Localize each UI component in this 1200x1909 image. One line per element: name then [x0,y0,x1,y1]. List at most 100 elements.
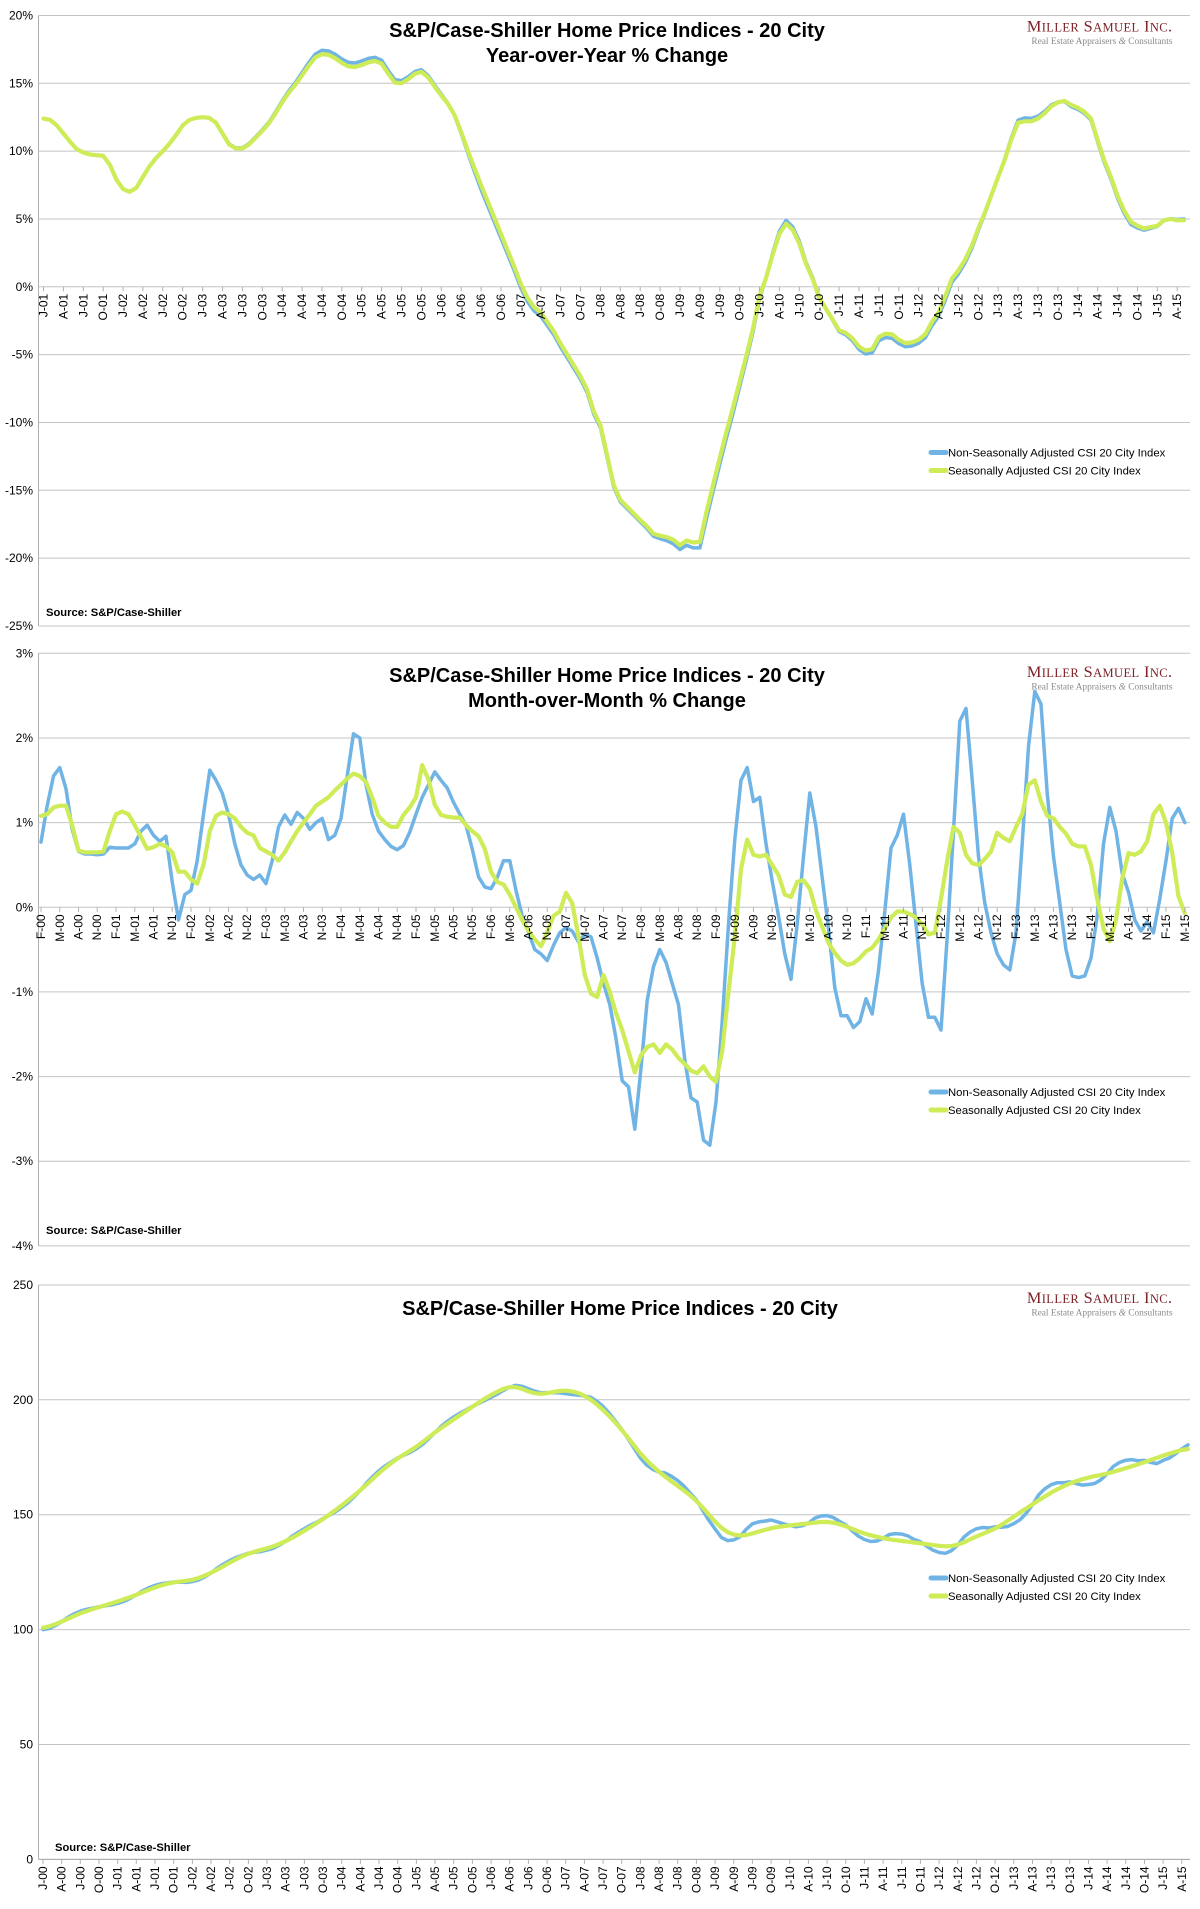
svg-text:J-15: J-15 [1150,293,1164,317]
svg-text:J-10: J-10 [753,293,767,317]
svg-text:J-09: J-09 [745,1866,759,1890]
svg-text:MILLER SAMUEL INC.: MILLER SAMUEL INC. [1027,1288,1173,1307]
svg-text:A-11: A-11 [852,293,866,318]
svg-text:200: 200 [13,1393,33,1407]
svg-text:J-14: J-14 [1111,293,1125,317]
svg-text:J-03: J-03 [260,1866,274,1890]
svg-text:J-14: J-14 [1119,1866,1133,1890]
svg-text:-4%: -4% [12,1239,34,1253]
svg-text:J-06: J-06 [521,1866,535,1890]
svg-text:A-06: A-06 [503,1866,517,1892]
svg-text:A-08: A-08 [672,914,686,940]
svg-text:F-11: F-11 [859,914,873,938]
svg-text:J-07: J-07 [559,1866,573,1890]
svg-text:M-03: M-03 [278,914,292,942]
svg-text:J-14: J-14 [1071,293,1085,317]
svg-text:A-09: A-09 [747,914,761,940]
svg-text:J-09: J-09 [713,293,727,317]
svg-text:20%: 20% [9,9,33,23]
svg-text:O-11: O-11 [913,1866,927,1892]
svg-text:A-12: A-12 [951,1866,965,1892]
svg-text:0%: 0% [16,900,34,914]
svg-text:Year-over-Year % Change: Year-over-Year % Change [486,45,728,67]
svg-text:N-08: N-08 [690,914,704,940]
svg-text:J-07: J-07 [554,293,568,317]
svg-text:M-14: M-14 [1103,914,1117,942]
svg-text:F-09: F-09 [709,914,723,939]
svg-text:A-07: A-07 [534,293,548,319]
svg-text:J-07: J-07 [596,1866,610,1890]
svg-text:N-10: N-10 [840,914,854,940]
svg-text:O-04: O-04 [391,1866,405,1893]
svg-text:Non-Seasonally Adjusted CSI 20: Non-Seasonally Adjusted CSI 20 City Inde… [948,448,1166,460]
svg-text:F-05: F-05 [409,914,423,939]
svg-text:3%: 3% [16,646,34,660]
svg-text:J-01: J-01 [111,1866,125,1890]
svg-text:-1%: -1% [12,985,34,999]
svg-text:A-04: A-04 [353,1866,367,1892]
svg-text:M-05: M-05 [428,914,442,942]
svg-text:J-08: J-08 [633,1866,647,1890]
svg-text:F-02: F-02 [184,914,198,939]
svg-text:A-09: A-09 [727,1866,741,1892]
svg-text:M-11: M-11 [878,914,892,941]
svg-text:N-13: N-13 [1065,914,1079,940]
svg-text:J-03: J-03 [235,293,249,317]
svg-text:N-09: N-09 [765,914,779,940]
svg-text:2%: 2% [16,731,34,745]
svg-text:J-09: J-09 [708,1866,722,1890]
svg-text:Seasonally Adjusted CSI 20 Cit: Seasonally Adjusted CSI 20 City Index [948,466,1141,478]
svg-text:O-13: O-13 [1063,1866,1077,1893]
svg-text:Non-Seasonally Adjusted CSI 20: Non-Seasonally Adjusted CSI 20 City Inde… [948,1573,1166,1585]
svg-text:50: 50 [20,1738,34,1752]
svg-text:A-12: A-12 [972,914,986,940]
svg-text:N-11: N-11 [915,914,929,939]
svg-text:J-06: J-06 [484,1866,498,1890]
svg-text:O-09: O-09 [764,1866,778,1893]
svg-text:J-04: J-04 [275,293,289,317]
svg-text:O-08: O-08 [653,293,667,320]
svg-text:A-04: A-04 [295,293,309,319]
svg-text:J-01: J-01 [148,1866,162,1890]
svg-text:M-06: M-06 [503,914,517,942]
svg-text:O-10: O-10 [839,1866,853,1893]
svg-text:J-10: J-10 [820,1866,834,1890]
svg-text:Source: S&P/Case-Shiller: Source: S&P/Case-Shiller [46,1225,182,1237]
svg-text:A-14: A-14 [1122,914,1136,940]
svg-text:J-13: J-13 [1031,293,1045,317]
svg-text:Source: S&P/Case-Shiller: Source: S&P/Case-Shiller [46,607,182,619]
svg-text:M-04: M-04 [353,914,367,942]
svg-text:O-06: O-06 [494,293,508,320]
svg-text:F-10: F-10 [784,914,798,939]
svg-text:A-08: A-08 [613,293,627,319]
svg-text:N-01: N-01 [165,914,179,940]
svg-text:M-07: M-07 [578,914,592,942]
svg-text:M-12: M-12 [953,914,967,942]
svg-text:J-09: J-09 [673,293,687,317]
svg-text:15%: 15% [9,76,33,90]
svg-text:A-12: A-12 [932,293,946,319]
svg-text:250: 250 [13,1278,33,1292]
svg-text:M-13: M-13 [1028,914,1042,942]
svg-text:J-02: J-02 [156,293,170,317]
svg-text:Non-Seasonally Adjusted CSI 20: Non-Seasonally Adjusted CSI 20 City Inde… [948,1087,1166,1099]
svg-text:N-07: N-07 [615,914,629,940]
svg-text:N-02: N-02 [240,914,254,940]
svg-text:J-01: J-01 [76,293,90,317]
svg-text:J-04: J-04 [372,1866,386,1890]
svg-text:M-01: M-01 [128,914,142,942]
svg-text:A-13: A-13 [1026,1866,1040,1892]
svg-text:J-13: J-13 [1007,1866,1021,1890]
svg-text:A-02: A-02 [136,293,150,319]
svg-text:A-02: A-02 [204,1866,218,1892]
svg-text:O-12: O-12 [971,293,985,320]
svg-text:-15%: -15% [5,483,33,497]
svg-text:J-04: J-04 [315,293,329,317]
svg-text:A-11: A-11 [876,1866,890,1891]
svg-text:Seasonally Adjusted CSI 20 Cit: Seasonally Adjusted CSI 20 City Index [948,1591,1141,1603]
svg-text:O-03: O-03 [255,293,269,320]
svg-text:Real Estate Appraisers & Consu: Real Estate Appraisers & Consultants [1031,683,1172,693]
svg-text:J-08: J-08 [633,293,647,317]
svg-text:S&P/Case-Shiller Home Price In: S&P/Case-Shiller Home Price Indices - 20… [389,20,826,42]
svg-text:N-14: N-14 [1140,914,1154,940]
